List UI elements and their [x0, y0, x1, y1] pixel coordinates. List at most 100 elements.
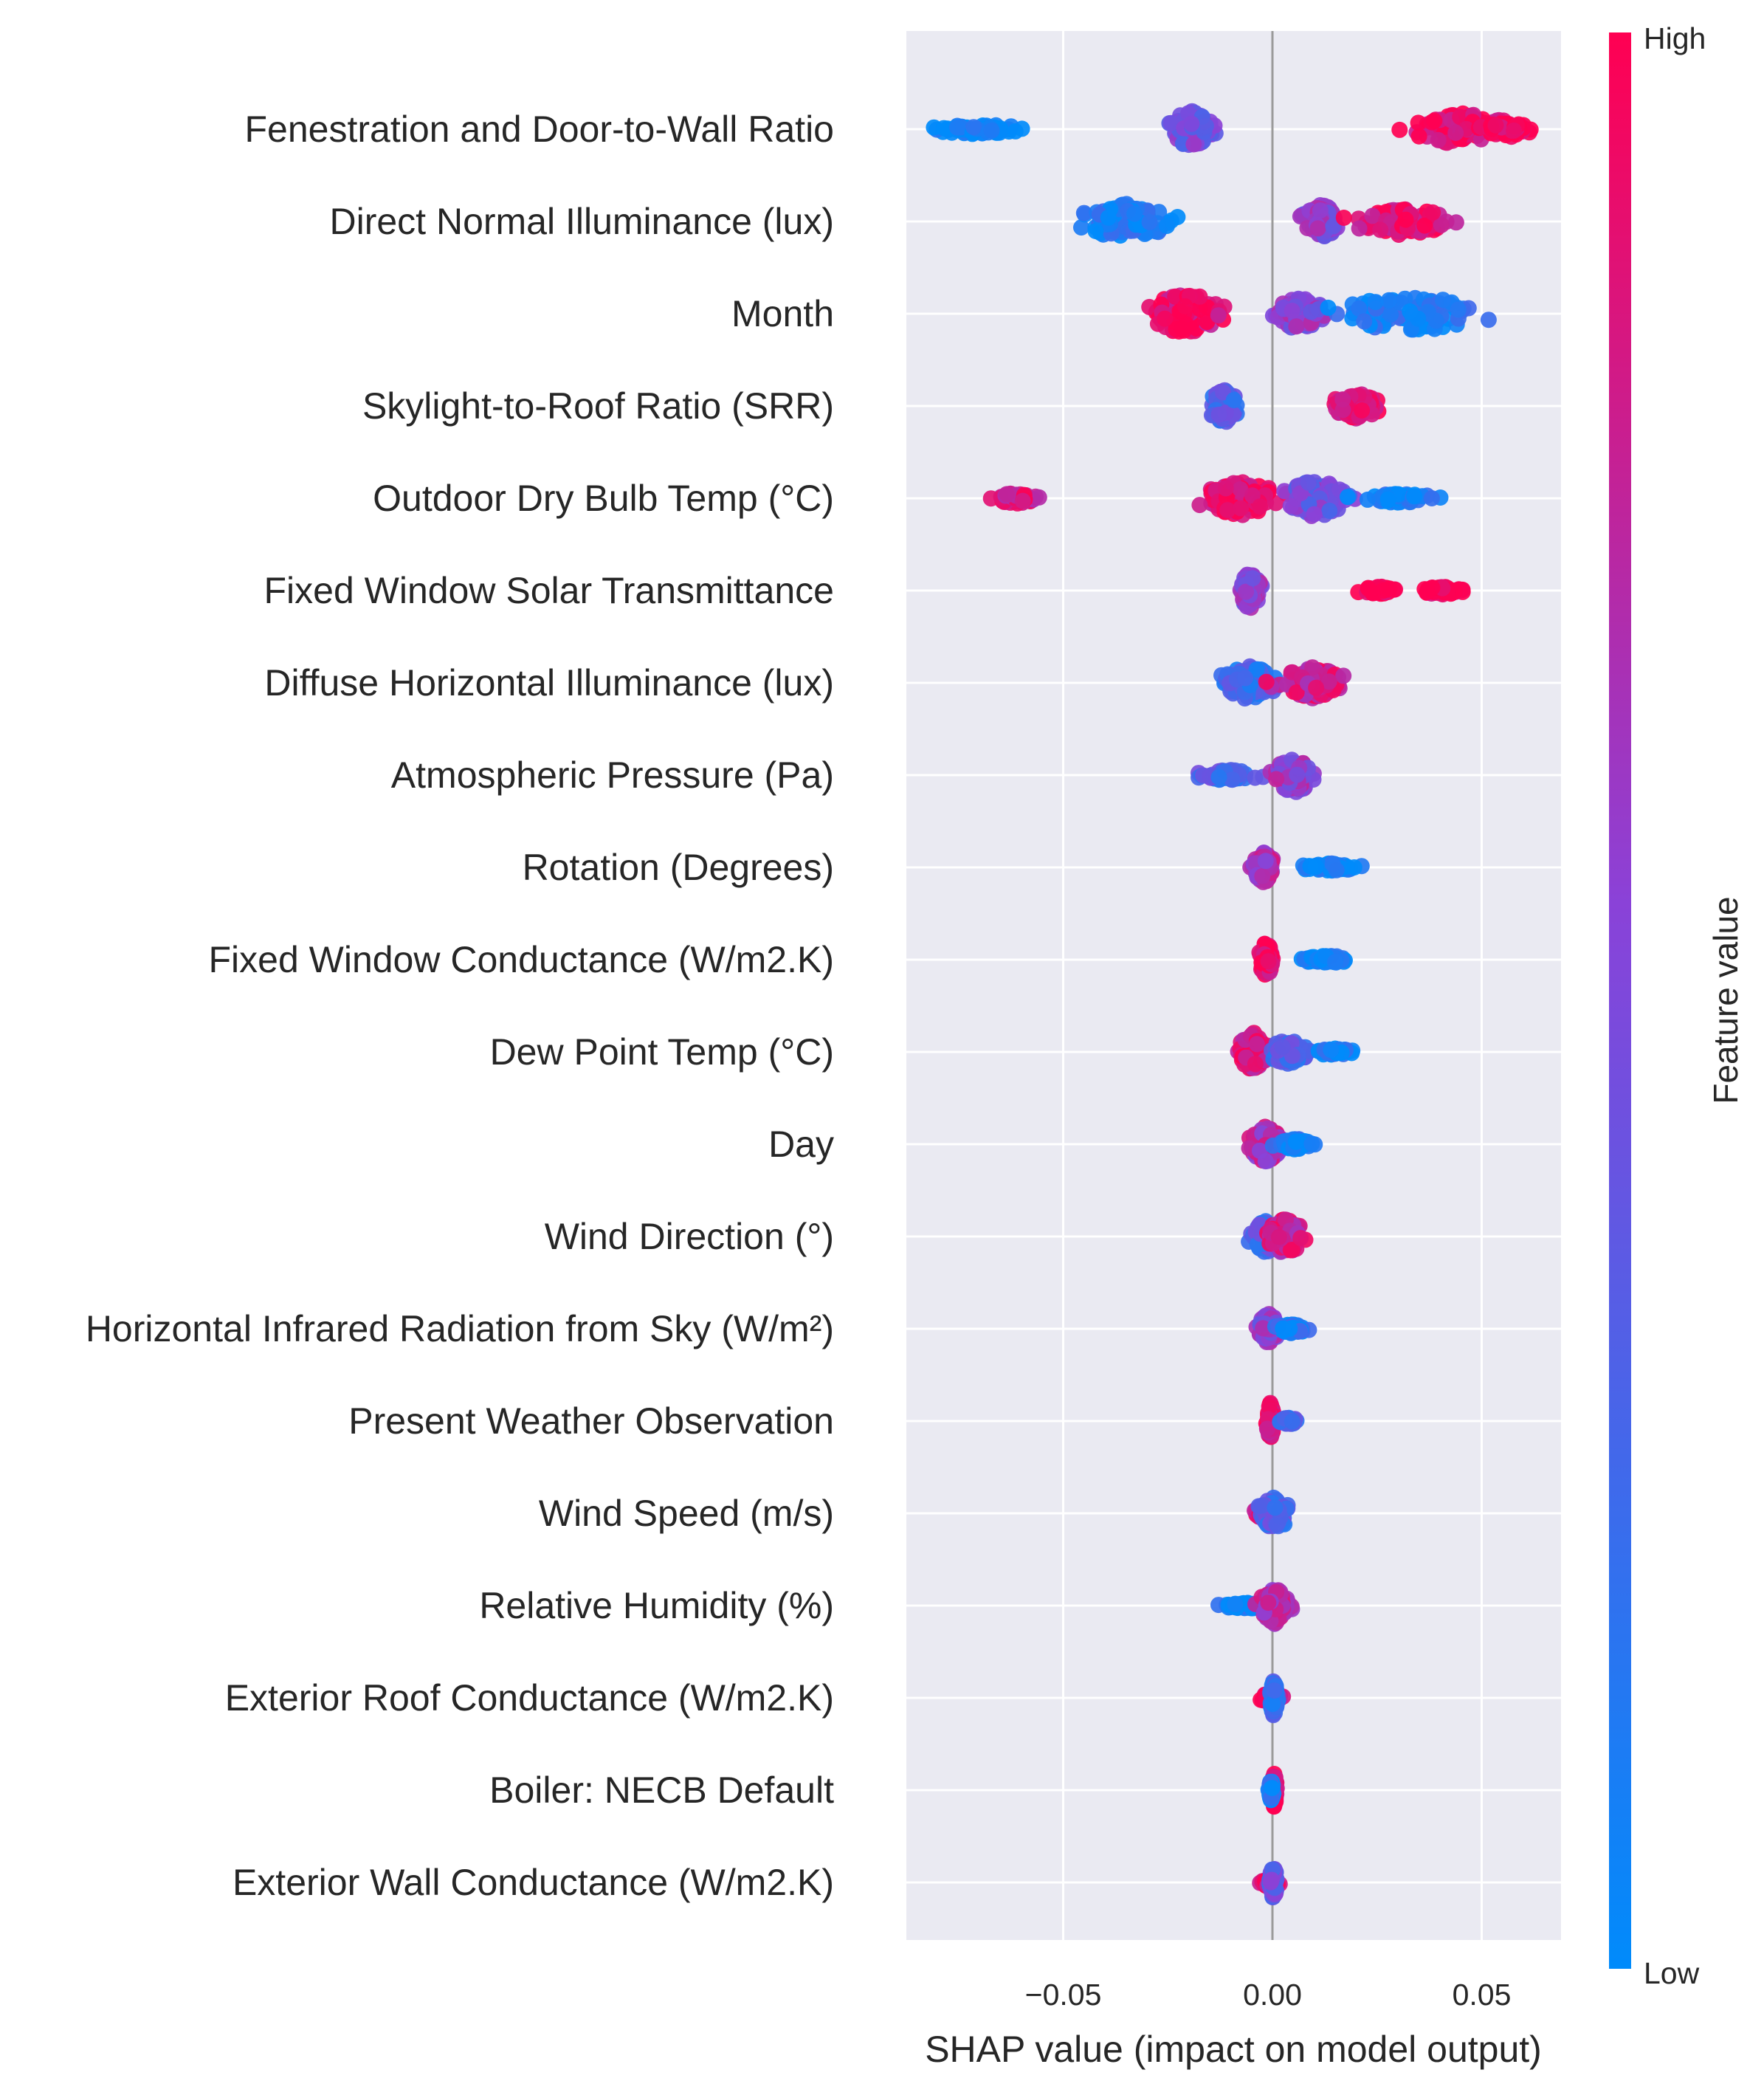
shap-point	[1100, 209, 1117, 226]
feature-label: Wind Direction (°)	[545, 1216, 834, 1257]
shap-point	[1303, 303, 1320, 320]
shap-point	[1300, 474, 1317, 491]
feature-points-row	[1247, 1489, 1296, 1535]
shap-point	[1410, 114, 1427, 131]
feature-labels: Fenestration and Door-to-Wall Ratio Direc…	[86, 109, 834, 1903]
feature-label: Fenestration and Door-to-Wall Ratio	[245, 109, 835, 150]
shap-point	[1217, 480, 1234, 497]
shap-point	[1183, 115, 1200, 132]
colorbar-low-label: Low	[1644, 1956, 1700, 1990]
shap-point	[1308, 679, 1325, 696]
shap-point	[1379, 491, 1396, 508]
shap-point	[1506, 122, 1523, 139]
shap-point	[1014, 492, 1031, 509]
shap-point	[1264, 1780, 1281, 1797]
shap-point	[1267, 1499, 1284, 1516]
feature-label: Direct Normal Illuminance (lux)	[330, 201, 835, 242]
shap-point	[1244, 570, 1261, 587]
shap-point	[1406, 488, 1423, 505]
shap-point	[1224, 771, 1241, 788]
feature-points-row	[1230, 1025, 1361, 1077]
shap-point	[1270, 1228, 1287, 1245]
data-points	[926, 103, 1539, 1906]
shap-point	[1126, 205, 1143, 222]
shap-point	[1248, 661, 1265, 678]
shap-point	[1250, 1498, 1267, 1515]
feature-points-row	[1073, 196, 1464, 244]
colorbar-title: Feature value	[1706, 896, 1745, 1104]
shap-point	[1073, 219, 1089, 236]
shap-point	[1210, 768, 1227, 785]
shap-point	[1365, 585, 1381, 602]
feature-label: Month	[731, 293, 834, 334]
shap-point	[1416, 217, 1433, 234]
shap-point	[1258, 673, 1275, 690]
feature-points-row	[1260, 1766, 1285, 1815]
shap-point	[1247, 769, 1264, 786]
shap-point	[1327, 954, 1343, 971]
shap-point	[1274, 1039, 1291, 1056]
shap-point	[948, 119, 965, 136]
feature-points-row	[1258, 1394, 1305, 1445]
shap-point	[1210, 307, 1227, 324]
shap-point	[1162, 114, 1179, 131]
feature-points-row	[1213, 658, 1352, 707]
shap-point	[1268, 1516, 1285, 1533]
shap-point	[1258, 1420, 1275, 1437]
shap-point	[1238, 583, 1255, 600]
shap-point	[1289, 766, 1306, 783]
shap-point	[1191, 300, 1208, 317]
shap-point	[1351, 300, 1368, 317]
shap-point	[1197, 117, 1214, 134]
shap-point	[1251, 1142, 1268, 1159]
shap-point	[1219, 502, 1236, 519]
shap-point	[1480, 312, 1497, 329]
shap-point	[1303, 1135, 1320, 1152]
shap-point	[1382, 306, 1399, 323]
shap-point	[1007, 123, 1024, 140]
feature-label: Atmospheric Pressure (Pa)	[391, 754, 834, 796]
shap-point	[1284, 303, 1300, 319]
shap-point	[1287, 1133, 1304, 1150]
shap-point	[1282, 498, 1299, 515]
shap-point	[1168, 321, 1185, 337]
feature-label: Outdoor Dry Bulb Temp (°C)	[373, 478, 834, 519]
shap-point	[1487, 117, 1504, 134]
shap-point	[1320, 673, 1337, 690]
feature-points-row	[926, 103, 1539, 154]
shap-point	[1191, 497, 1208, 514]
feature-label: Horizontal Infrared Radiation from Sky (…	[86, 1308, 834, 1349]
feature-points-row	[1242, 845, 1370, 890]
shap-point	[983, 122, 1000, 139]
shap-point	[1254, 868, 1271, 884]
shap-point	[1372, 221, 1389, 238]
shap-point	[1268, 771, 1285, 788]
shap-point	[1159, 218, 1176, 234]
shap-point	[1424, 579, 1441, 596]
shap-point	[1257, 853, 1274, 870]
shap-point	[1309, 220, 1326, 237]
shap-point	[1260, 953, 1277, 970]
shap-point	[1335, 210, 1352, 226]
shap-point	[1323, 1042, 1340, 1059]
shap-point	[1195, 767, 1212, 784]
shap-point	[1423, 490, 1440, 506]
feature-label: Exterior Wall Conductance (W/m2.K)	[232, 1862, 834, 1903]
feature-label: Wind Speed (m/s)	[539, 1493, 834, 1534]
shap-point	[1266, 1682, 1283, 1699]
shap-point	[1075, 204, 1092, 221]
shap-point	[1340, 489, 1356, 506]
shap-point	[1391, 121, 1408, 138]
shap-point	[1426, 112, 1443, 129]
x-tick-labels: −0.05 0.00 0.05	[1025, 1978, 1512, 2012]
shap-point	[1346, 859, 1362, 876]
shap-point	[1288, 684, 1305, 701]
shap-point	[1359, 491, 1376, 508]
shap-point	[1263, 1871, 1280, 1888]
shap-point	[1354, 402, 1371, 419]
shap-point	[999, 486, 1015, 503]
shap-point	[1367, 294, 1384, 311]
shap-point	[1275, 1320, 1292, 1337]
shap-point	[1233, 500, 1250, 517]
x-tick-label: 0.05	[1453, 1978, 1512, 2012]
